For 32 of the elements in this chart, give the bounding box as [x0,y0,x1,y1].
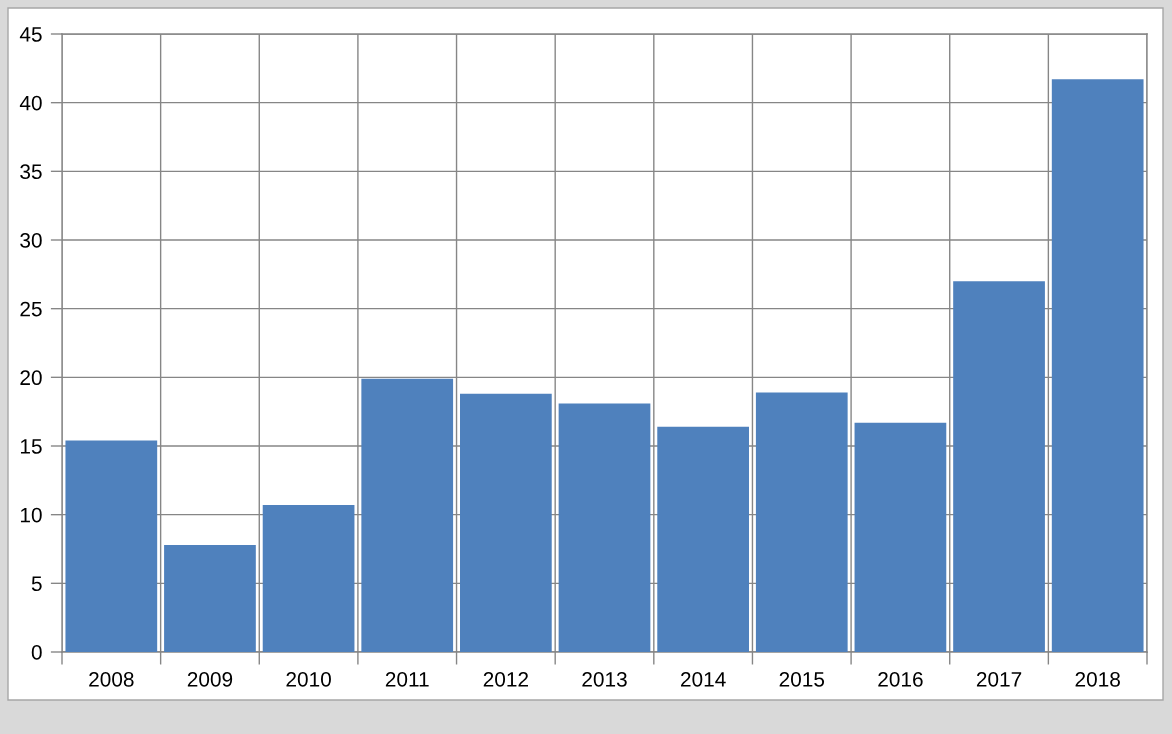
bar [755,392,848,652]
y-tick-label: 25 [20,301,42,317]
x-tick-label: 2014 [681,671,726,687]
bar [558,403,651,652]
y-tick-label: 35 [20,164,42,180]
x-tick-label: 2015 [779,671,825,687]
bar [164,544,256,652]
y-tick-label: 30 [20,233,42,248]
bar [65,440,158,652]
x-tick-label: 2009 [187,671,233,687]
bar [460,393,552,652]
x-tick-label: 2016 [878,671,923,687]
x-tick-label: 2010 [286,671,331,687]
x-tick-label: 2017 [976,671,1022,687]
y-tick-label: 15 [20,439,42,454]
y-tick-label: 45 [19,27,42,42]
bar [953,281,1045,652]
bar [361,378,454,652]
x-tick-label: 2012 [483,671,528,687]
y-tick-label: 5 [31,576,42,592]
y-tick-label: 10 [20,507,42,523]
bar [657,426,749,652]
bar [262,505,355,652]
x-tick-label: 2018 [1075,671,1120,687]
y-tick-label: 20 [20,370,42,386]
x-tick-label: 2011 [385,671,429,687]
bar [854,422,947,652]
x-tick-label: 2013 [582,671,627,687]
y-tick-label: 0 [31,645,42,660]
y-tick-label: 40 [19,95,42,111]
x-tick-label: 2008 [89,671,134,687]
bar [1051,79,1144,652]
